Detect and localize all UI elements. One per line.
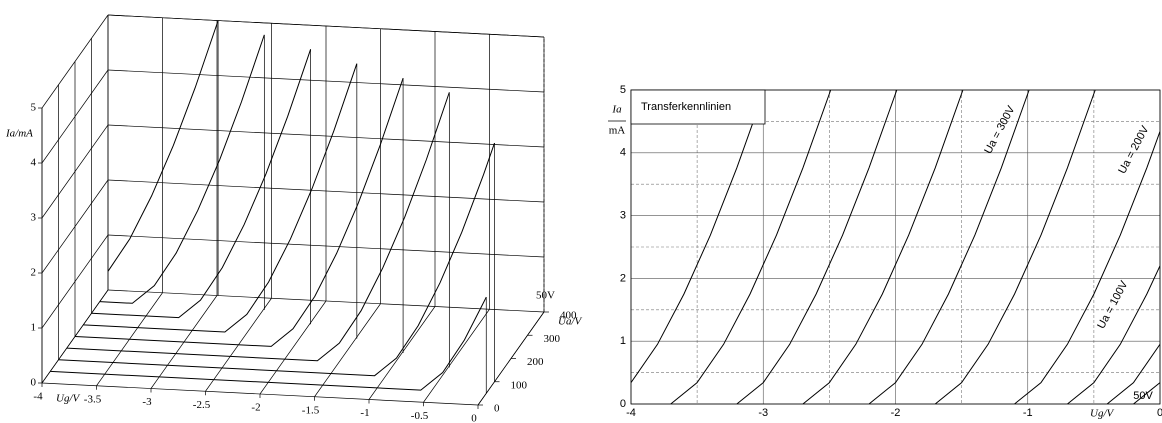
x-tick-label: -1 [360, 407, 369, 419]
y-tick-label: 1 [31, 322, 37, 334]
curve [74, 77, 404, 347]
x-tick-label: -2 [891, 407, 901, 419]
grid-line [368, 306, 436, 400]
y-axis-label: Ia/mA [5, 128, 33, 140]
curve [58, 142, 495, 377]
x-tick-label: 0 [1157, 407, 1162, 419]
curve [83, 63, 358, 333]
grid-line [423, 309, 490, 403]
curve [107, 20, 219, 272]
x-tick-label: -3 [142, 396, 152, 408]
y-tick-label: 0 [31, 377, 37, 389]
y-tick-label: 5 [31, 102, 37, 114]
x-tick-label: -3.5 [84, 393, 102, 405]
x-tick-label: -3 [758, 407, 768, 419]
y-tick-label: 4 [31, 157, 37, 169]
y-tick-label: 5 [620, 84, 626, 96]
curve [1014, 131, 1160, 404]
x-tick-label: -1.5 [302, 404, 320, 416]
z-tick-label: 400 [560, 310, 577, 322]
y-tick-label: 2 [31, 267, 37, 279]
curve [66, 92, 450, 362]
grid-line [314, 303, 381, 397]
x-tick-label: 0 [471, 413, 477, 423]
x-axis-label: Ug/V [1090, 408, 1115, 420]
z-tick-label: 200 [527, 356, 544, 368]
axis-line [107, 14, 545, 38]
title-box [630, 89, 766, 125]
y-tick-label: 3 [620, 210, 626, 222]
curve [934, 90, 1096, 404]
axis-line [477, 311, 545, 406]
axis-line [41, 382, 479, 406]
curve-label: 50V [1133, 390, 1153, 402]
chart-title: Transferkennlinien [641, 101, 731, 113]
curve [1067, 265, 1160, 404]
curve [91, 49, 312, 319]
annotation: 50V [536, 290, 555, 302]
y-axis-label: Ia [611, 104, 622, 116]
curve [868, 90, 1030, 404]
y-tick-label: 3 [31, 212, 37, 224]
curve [736, 90, 898, 404]
x-tick-label: -1 [1023, 407, 1033, 419]
curve [99, 34, 265, 304]
x-tick-label: -2 [251, 402, 260, 414]
z-tick-label: 300 [544, 333, 561, 345]
z-axis-label: Ua/V [558, 316, 583, 328]
curve [1106, 344, 1160, 404]
curve [670, 90, 832, 404]
y-tick-label: 1 [620, 335, 626, 347]
x-tick-label: -4 [33, 391, 43, 403]
y-tick-label: 0 [620, 398, 626, 410]
plot-frame [630, 89, 1161, 405]
y-axis-unit: mA [609, 125, 626, 137]
z-tick-label: 100 [511, 379, 528, 391]
y-tick-label: 4 [620, 147, 626, 159]
z-tick-label: 0 [494, 403, 500, 415]
x-tick-label: -2.5 [193, 399, 211, 411]
x-axis-label: Ug/V [56, 393, 81, 405]
x-tick-label: -0.5 [411, 410, 429, 422]
x-tick-label: -4 [626, 407, 636, 419]
curve [1133, 382, 1160, 404]
curve-label: Ua = 300V [982, 103, 1017, 155]
curve [631, 90, 766, 383]
curve [50, 296, 487, 391]
grid-line [259, 300, 327, 395]
curve [802, 90, 964, 404]
y-tick-label: 2 [620, 272, 626, 284]
curve-label: Ua = 100V [1095, 278, 1130, 330]
